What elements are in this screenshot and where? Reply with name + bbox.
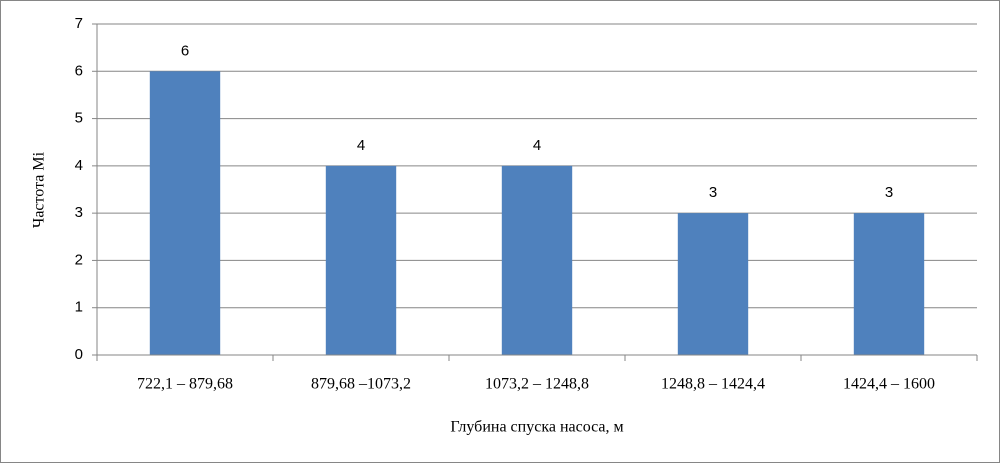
bar bbox=[325, 165, 397, 355]
y-axis-title: Частота Mi bbox=[31, 151, 48, 228]
data-label: 3 bbox=[885, 184, 893, 201]
y-tick-label: 6 bbox=[75, 62, 83, 79]
bar bbox=[149, 71, 221, 356]
bar bbox=[853, 213, 925, 355]
y-tick-label: 0 bbox=[75, 346, 83, 363]
x-axis-title: Глубина спуска насоса, м bbox=[450, 419, 623, 436]
y-tick-label: 5 bbox=[75, 110, 83, 127]
x-tick-label: 1248,8 – 1424,4 bbox=[661, 376, 765, 393]
data-label: 6 bbox=[181, 42, 189, 59]
bar bbox=[677, 213, 749, 355]
x-tick-label: 879,68 –1073,2 bbox=[311, 376, 411, 393]
bar bbox=[501, 165, 573, 355]
data-label: 4 bbox=[357, 137, 365, 154]
y-tick-label: 1 bbox=[75, 299, 83, 316]
data-label: 4 bbox=[533, 137, 541, 154]
x-tick-label: 722,1 – 879,68 bbox=[137, 376, 233, 393]
y-tick-label: 3 bbox=[75, 204, 83, 221]
x-tick-label: 1424,4 – 1600 bbox=[843, 376, 935, 393]
y-tick-label: 4 bbox=[75, 157, 83, 174]
x-tick-label: 1073,2 – 1248,8 bbox=[485, 376, 589, 393]
y-tick-label: 7 bbox=[75, 15, 83, 32]
y-tick-label: 2 bbox=[75, 251, 83, 268]
data-label: 3 bbox=[709, 184, 717, 201]
